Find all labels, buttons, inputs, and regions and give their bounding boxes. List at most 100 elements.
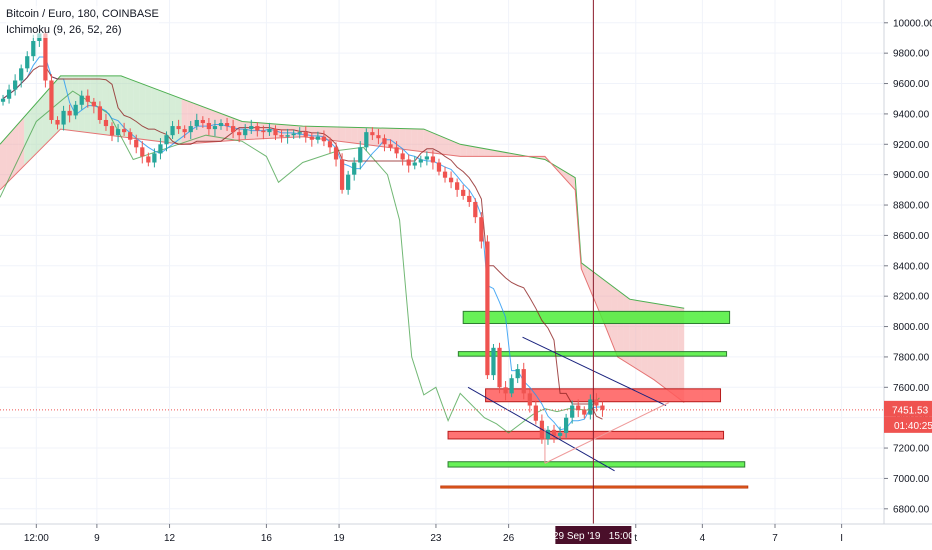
cloud-segment — [339, 126, 346, 143]
candle-body — [115, 129, 121, 136]
candle — [479, 212, 484, 249]
price-axis[interactable]: 10000.00 9800.00 9600.00 9400.00 9200.00 9000… — [883, 0, 932, 550]
candle-body — [430, 156, 436, 163]
candle — [321, 130, 327, 147]
price-tick-label: 9600.00 — [893, 79, 930, 90]
cloud-segment — [357, 127, 364, 145]
candle-body — [339, 159, 345, 190]
overlays — [0, 0, 884, 524]
candle — [570, 400, 575, 424]
price-tick-label: 8600.00 — [893, 231, 930, 242]
cloud-segment — [399, 128, 406, 150]
candle — [91, 97, 96, 114]
zone-green-4[interactable] — [447, 461, 746, 468]
cloud-segment — [466, 145, 473, 157]
candle — [594, 393, 599, 412]
candle — [533, 400, 538, 425]
candle — [576, 399, 581, 418]
candle-body — [158, 144, 163, 154]
candle — [430, 150, 436, 170]
trendline-channel-0[interactable] — [522, 336, 667, 406]
candle — [309, 132, 314, 147]
candle-body — [19, 68, 24, 81]
candle-body — [551, 429, 557, 436]
trendline-channel-1[interactable] — [467, 386, 615, 472]
candle — [176, 119, 181, 134]
zone-green-1[interactable] — [457, 351, 728, 357]
trendline-drawings[interactable] — [467, 336, 670, 472]
candle — [188, 121, 193, 140]
candle — [497, 342, 502, 394]
trendline-triangle-2[interactable] — [544, 402, 670, 464]
candle — [49, 74, 54, 124]
candle — [588, 394, 593, 420]
time-tick-label: 19 — [334, 533, 346, 544]
cloud-segment — [405, 128, 412, 151]
symbol-title[interactable]: Bitcoin / Euro, 180, COINBASE — [6, 8, 159, 20]
price-tick-label: 8000.00 — [893, 322, 930, 333]
cloud-segment — [181, 98, 188, 145]
candle-body — [279, 135, 284, 137]
cloud-segment — [387, 128, 394, 149]
candle — [418, 155, 423, 168]
candle — [13, 74, 18, 96]
last-price-badge[interactable] — [884, 400, 932, 417]
candle-body — [491, 347, 496, 376]
zone-green-0[interactable] — [462, 310, 731, 325]
candle-body — [218, 123, 224, 127]
support-resistance-zones[interactable] — [440, 310, 749, 489]
candle — [164, 131, 169, 152]
candle-body — [485, 241, 490, 376]
cloud-segment — [157, 89, 164, 143]
candle — [243, 124, 248, 139]
candle — [461, 184, 466, 200]
candle — [218, 119, 224, 130]
crosshair-time-badge[interactable] — [555, 526, 632, 544]
candle-body — [164, 135, 169, 145]
countdown-badge — [884, 416, 932, 433]
candle-body — [503, 387, 508, 394]
zone-red-2[interactable] — [485, 388, 722, 403]
cloud-segment — [0, 137, 7, 190]
cloud-segment — [472, 146, 479, 157]
candle — [85, 89, 90, 108]
candle — [170, 121, 175, 139]
candle-body — [527, 393, 532, 406]
candle-body — [61, 110, 66, 125]
candle — [43, 28, 48, 88]
candle — [128, 128, 133, 145]
candle — [97, 101, 103, 124]
candle-body — [442, 171, 448, 178]
candlesticks — [0, 28, 605, 445]
candle — [273, 125, 278, 141]
candle — [158, 138, 163, 160]
countdown-label: 01:40:25 — [894, 421, 932, 432]
time-axis[interactable]: 12:00 9 12 16 19 23 26 t 4 7 I 29 Sep '19 15:00 — [0, 523, 932, 550]
candle-body — [255, 126, 260, 131]
candle — [346, 170, 351, 195]
candle-body — [400, 153, 405, 160]
candle-body — [91, 101, 96, 107]
candle-body — [564, 417, 569, 433]
cloud-segment — [454, 141, 461, 157]
price-tick-label: 8800.00 — [893, 201, 930, 212]
candle-body — [388, 144, 393, 148]
candle-body — [394, 147, 399, 154]
candle-body — [97, 106, 103, 120]
indicator-title[interactable]: Ichimoku (9, 26, 52, 26) — [6, 24, 122, 36]
candle-body — [467, 195, 472, 203]
cloud-segment — [629, 299, 636, 369]
candle-body — [473, 202, 478, 218]
cloud-segment — [429, 131, 436, 154]
cloud-segment — [423, 129, 430, 153]
candle — [200, 116, 205, 128]
zone-red-3[interactable] — [447, 430, 725, 440]
cloud-segment — [121, 75, 128, 138]
candle — [182, 125, 187, 139]
time-tick-label: t — [634, 533, 637, 544]
zone-base-5[interactable] — [440, 485, 749, 489]
cloud-segment — [617, 290, 624, 361]
candle-body — [479, 217, 484, 242]
candle — [67, 104, 72, 123]
